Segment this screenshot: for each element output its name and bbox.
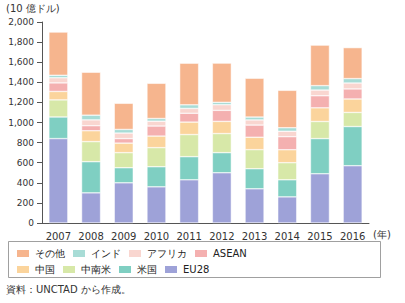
- svg-text:インド: インド: [91, 248, 121, 259]
- svg-text:2015: 2015: [307, 231, 332, 242]
- svg-text:2008: 2008: [78, 231, 103, 242]
- svg-text:1,200: 1,200: [8, 97, 34, 107]
- svg-text:ASEAN: ASEAN: [213, 248, 247, 259]
- svg-text:EU28: EU28: [183, 264, 209, 275]
- svg-text:2016: 2016: [340, 231, 365, 242]
- svg-text:800: 800: [17, 138, 34, 148]
- svg-text:2011: 2011: [176, 231, 201, 242]
- svg-text:1,400: 1,400: [8, 77, 34, 87]
- svg-text:0: 0: [28, 218, 34, 228]
- svg-text:1,800: 1,800: [8, 37, 34, 47]
- svg-text:2010: 2010: [144, 231, 169, 242]
- svg-text:2012: 2012: [209, 231, 234, 242]
- svg-text:2,000: 2,000: [8, 17, 34, 27]
- svg-text:その他: その他: [35, 248, 65, 259]
- svg-text:(年): (年): [373, 229, 391, 240]
- svg-text:資料：UNCTAD から作成。: 資料：UNCTAD から作成。: [6, 284, 131, 295]
- svg-text:2009: 2009: [111, 231, 136, 242]
- svg-text:2007: 2007: [46, 231, 71, 242]
- svg-text:200: 200: [17, 198, 34, 208]
- svg-text:アフリカ: アフリカ: [147, 248, 187, 259]
- svg-text:中南米: 中南米: [81, 264, 111, 275]
- svg-text:1,600: 1,600: [8, 57, 34, 67]
- svg-text:2013: 2013: [242, 231, 267, 242]
- svg-text:米国: 米国: [137, 264, 157, 275]
- svg-text:中国: 中国: [35, 264, 55, 275]
- svg-text:400: 400: [17, 178, 34, 188]
- svg-text:600: 600: [17, 158, 34, 168]
- svg-text:1,000: 1,000: [8, 118, 34, 128]
- svg-text:(10 億ドル): (10 億ドル): [6, 3, 60, 14]
- svg-text:2014: 2014: [275, 231, 300, 242]
